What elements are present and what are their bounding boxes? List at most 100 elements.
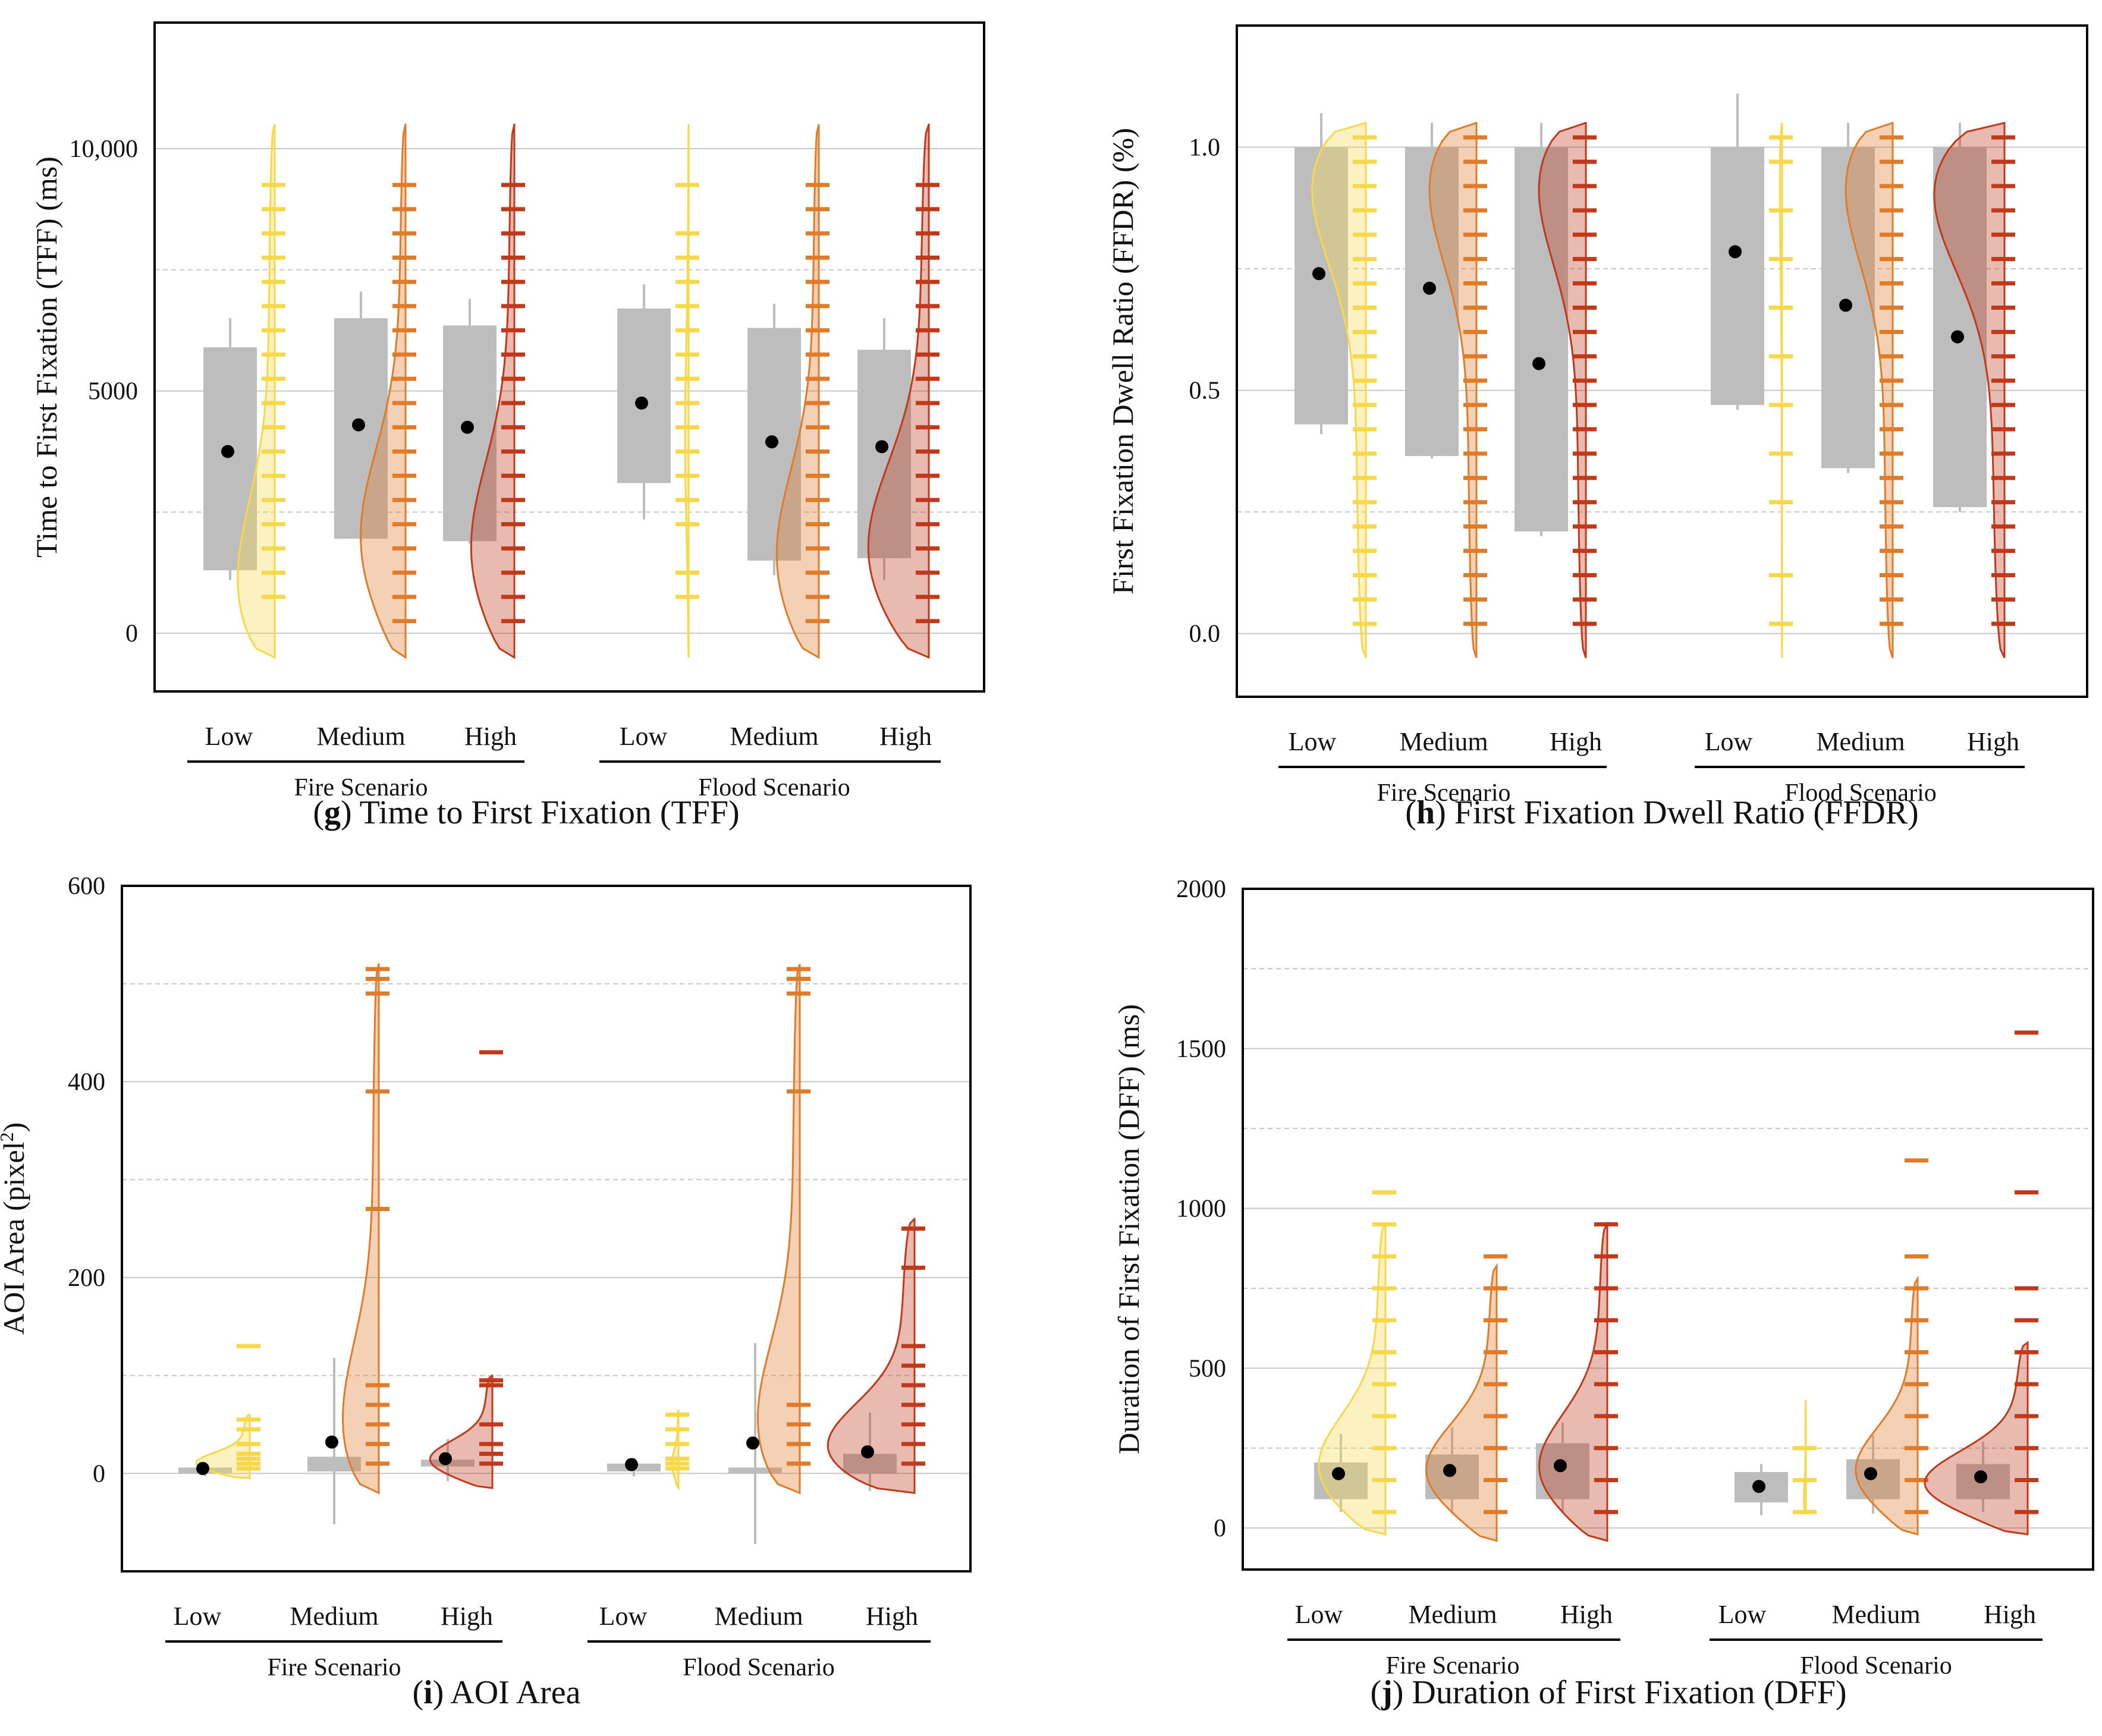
group-fire-high [421, 1050, 503, 1489]
mean-dot [1752, 1480, 1765, 1493]
violin [1318, 1221, 1387, 1536]
violin [1538, 121, 1587, 659]
group-flood-medium [747, 124, 830, 659]
grid [122, 983, 970, 1474]
group-flood-high [827, 1216, 925, 1494]
mean-dot [221, 445, 234, 458]
caption-letter: g [324, 794, 341, 831]
mean-dot [1532, 357, 1545, 370]
category-label: High [1550, 727, 1602, 756]
y-tick-label: 1.0 [1189, 134, 1221, 162]
y-axis-label: Duration of First Fixation (DFF) (ms) [1112, 1004, 1145, 1454]
violin [1779, 122, 1783, 658]
mean-dot [1974, 1470, 1987, 1484]
mean-dot [325, 1435, 338, 1449]
iqr-box [617, 308, 671, 483]
group-flood-low [607, 1409, 689, 1491]
mean-dot [1839, 298, 1852, 312]
y-axis-label-superscript: 2 [0, 1132, 17, 1141]
mean-dot [861, 1445, 874, 1459]
caption-paren-open: ( [412, 1674, 423, 1711]
category-label: Low [1705, 727, 1753, 756]
iqr-box [1405, 147, 1459, 457]
category-label: Medium [714, 1602, 803, 1631]
mean-dot [1312, 267, 1325, 281]
plot-frame [153, 21, 985, 693]
mean-dot [635, 396, 648, 410]
group-flood-high [857, 124, 940, 659]
group-flood-medium [1821, 121, 1903, 659]
y-tick-label: 0 [125, 620, 138, 647]
group-fire-medium [1425, 1254, 1507, 1542]
panel-caption: (j) Duration of First Fixation (DFF) [1370, 1674, 1846, 1711]
violin [867, 124, 930, 659]
grid [155, 147, 984, 634]
group-fire-low [1314, 1190, 1396, 1536]
mean-dot [439, 1452, 452, 1465]
mean-dot [1332, 1467, 1345, 1480]
violin [429, 1373, 494, 1489]
mean-dot [1423, 281, 1436, 295]
mean-dot [1554, 1459, 1567, 1473]
mean-dot [746, 1436, 759, 1450]
group-fire-low [1294, 113, 1377, 659]
caption-paren-open: ( [313, 794, 324, 831]
caption-text: ) Time to First Fixation (TFF) [341, 794, 740, 831]
scenario-label: Flood Scenario [683, 1654, 834, 1681]
violin [342, 964, 380, 1495]
y-tick-label: 0.0 [1189, 621, 1221, 648]
panel-caption: (h) First Fixation Dwell Ratio (FFDR) [1405, 794, 1918, 831]
mean-dot [196, 1462, 209, 1476]
iqr-box [728, 1467, 782, 1474]
scenario-label: Flood Scenario [1784, 779, 1936, 807]
violin [671, 1409, 680, 1491]
panel-j-chart: 0 500 1000 1500 2000 Duration of First Fixati… [1112, 876, 2094, 1711]
mean-dot [461, 420, 474, 434]
y-tick-label: 600 [68, 873, 105, 900]
group-flood-high [1924, 1030, 2038, 1536]
group-flood-low [1711, 93, 1793, 658]
mean-dot [875, 440, 888, 454]
y-tick-label: 1000 [1176, 1196, 1226, 1223]
y-tick-label: 0 [1214, 1515, 1226, 1542]
scenario-label: Fire Scenario [1377, 779, 1510, 807]
group-fire-high [443, 124, 525, 659]
violin [1803, 1400, 1807, 1515]
y-tick-label: 200 [68, 1265, 105, 1292]
caption-text: ) AOI Area [433, 1674, 581, 1711]
mean-dot [765, 435, 778, 449]
caption-letter: h [1416, 794, 1435, 831]
plot-frame [1242, 888, 2094, 1571]
y-axis-label: First Fixation Dwell Ratio (FFDR) (%) [1106, 128, 1139, 595]
mean-dot [625, 1458, 638, 1471]
iqr-box [857, 350, 911, 558]
mean-dot [1864, 1467, 1877, 1480]
group-fire-high [1536, 1221, 1618, 1542]
y-axis-label: Time to First Fixation (TFF) (ms) [30, 156, 63, 558]
caption-paren-open: ( [1370, 1674, 1381, 1711]
category-label: High [1560, 1600, 1613, 1629]
violin [1924, 1341, 2029, 1536]
violin [756, 964, 801, 1495]
category-label: Medium [1816, 727, 1905, 756]
y-axis-label: AOI Area (pixel2) [0, 1122, 30, 1335]
category-label: High [1967, 727, 2019, 756]
category-label: High [879, 722, 932, 751]
y-axis-label-tail: ) [0, 1122, 30, 1133]
category-label: High [464, 722, 517, 751]
category-label: Medium [290, 1602, 378, 1631]
category-label: High [441, 1602, 493, 1631]
category-label: Low [1289, 727, 1337, 756]
iqr-box [203, 347, 257, 571]
panel-i-chart: 0 200 400 600 AOI Area (pixel2) Low Medium High… [0, 873, 972, 1711]
scenario-label: Fire Scenario [294, 774, 428, 801]
category-label: Low [599, 1602, 648, 1631]
panel-h-chart: 0.0 0.5 1.0 First Fixation Dwell Ratio (FFD… [1106, 24, 2088, 831]
scenario-label: Fire Scenario [267, 1654, 401, 1681]
category-label: Medium [316, 722, 405, 751]
iqr-box [1294, 147, 1348, 424]
panel-caption: (g) Time to First Fixation (TFF) [313, 794, 739, 831]
category-label: High [866, 1602, 918, 1631]
violin [1933, 121, 2006, 659]
